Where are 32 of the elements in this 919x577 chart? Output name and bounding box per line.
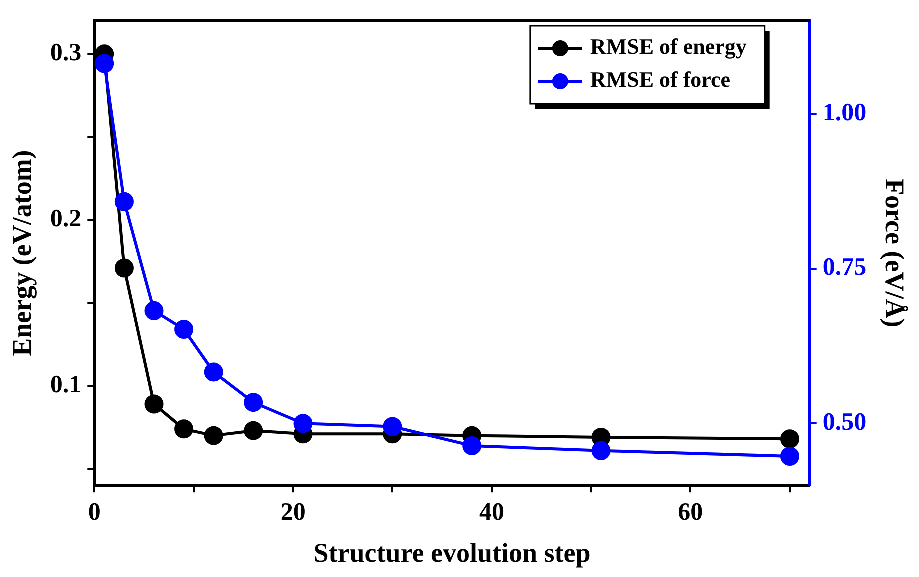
x-tick-label: 40 xyxy=(479,499,504,526)
point xyxy=(114,258,134,278)
point xyxy=(174,420,194,439)
point xyxy=(114,192,134,212)
point xyxy=(294,414,313,434)
legend-label: RMSE of force xyxy=(590,67,731,92)
y2-tick-label: 1.00 xyxy=(822,99,867,126)
y-axis-title: Energy (eV/atom) xyxy=(7,150,38,356)
x-tick-label: 20 xyxy=(280,499,306,526)
point xyxy=(592,441,611,460)
y2-tick-label: 0.75 xyxy=(822,254,867,282)
point xyxy=(174,320,194,339)
point xyxy=(462,436,482,456)
point xyxy=(144,301,164,320)
x-tick-label: 0 xyxy=(88,499,101,526)
x-axis-title: Structure evolution step xyxy=(314,538,591,568)
point xyxy=(383,417,402,436)
point xyxy=(144,394,164,414)
point xyxy=(244,421,264,440)
point xyxy=(244,393,264,412)
y2-tick-label: 0.50 xyxy=(822,409,867,436)
legend-label: RMSE of energy xyxy=(590,34,747,60)
y-tick-label: 0.1 xyxy=(50,371,82,398)
point xyxy=(780,446,800,466)
point xyxy=(204,362,224,382)
y-tick-label: 0.2 xyxy=(50,206,82,233)
point xyxy=(204,426,224,446)
y2-axis-title: Force (eV/Å) xyxy=(880,178,910,328)
point xyxy=(95,54,114,74)
point xyxy=(780,430,800,449)
y-tick-label: 0.3 xyxy=(50,40,82,67)
x-tick-label: 60 xyxy=(678,499,704,526)
